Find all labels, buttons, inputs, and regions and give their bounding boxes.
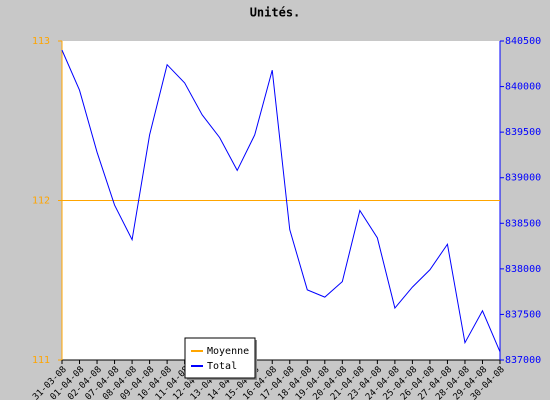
legend-box xyxy=(184,337,256,379)
legend-label: Moyenne xyxy=(207,346,249,357)
y2-tick-label: 839500 xyxy=(505,127,541,138)
y2-tick-label: 838500 xyxy=(505,218,541,229)
y2-tick-label: 837500 xyxy=(505,309,541,320)
chart-title: Unités. xyxy=(250,6,301,20)
y-tick-label: 111 xyxy=(32,355,50,366)
y-tick-label: 113 xyxy=(32,36,50,47)
y2-tick-label: 838000 xyxy=(505,264,541,275)
legend-label: Total xyxy=(207,361,237,372)
y2-tick-label: 840000 xyxy=(505,82,541,93)
y-tick-label: 112 xyxy=(32,196,50,207)
series-line xyxy=(61,49,501,352)
y2-tick-label: 837000 xyxy=(505,355,541,366)
y2-tick-label: 840500 xyxy=(505,36,541,47)
y2-tick-label: 839000 xyxy=(505,173,541,184)
